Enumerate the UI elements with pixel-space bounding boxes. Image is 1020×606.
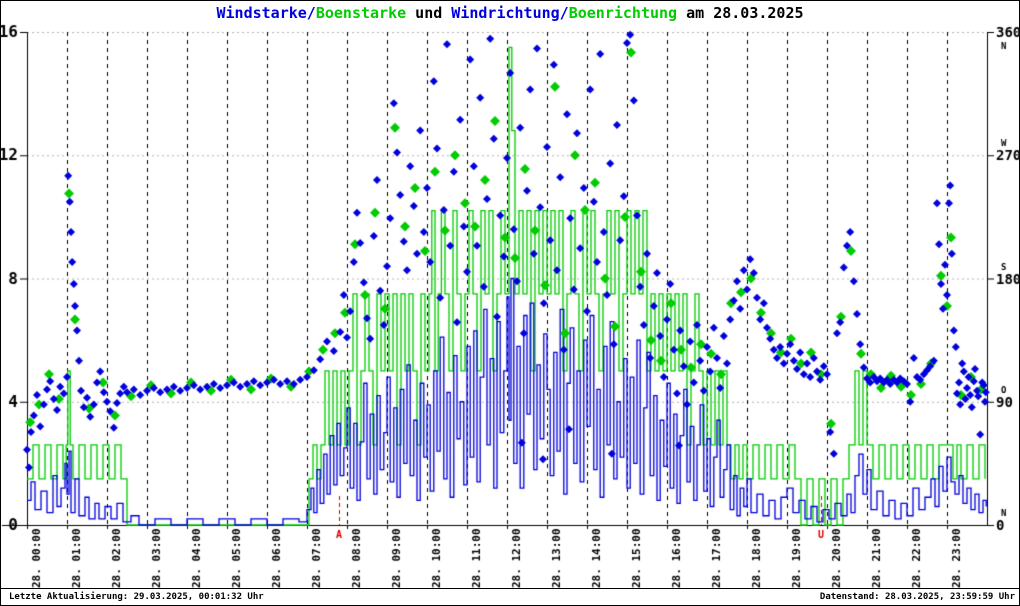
title-windstarke: Windstarke <box>216 4 307 22</box>
chart-title: Windstarke/Boenstarke und Windrichtung/B… <box>1 4 1019 22</box>
last-update-label: Letzte Aktualisierung: 29.03.2025, 00:01… <box>9 592 264 602</box>
title-boenstarke: Boenstarke <box>315 4 407 22</box>
title-boenrichtung: Boenrichtung <box>568 4 678 22</box>
title-date: am 28.03.2025 <box>677 4 804 22</box>
data-state-label: Datenstand: 28.03.2025, 23:59:59 Uhr <box>819 592 1015 602</box>
title-slash-1: / <box>306 4 316 22</box>
title-windrichtung: Windrichtung <box>451 4 560 22</box>
wind-chart-canvas <box>1 1 1019 589</box>
title-slash-2: / <box>559 4 569 22</box>
status-bar: Letzte Aktualisierung: 29.03.2025, 00:01… <box>1 588 1019 605</box>
title-und: und <box>406 4 452 22</box>
